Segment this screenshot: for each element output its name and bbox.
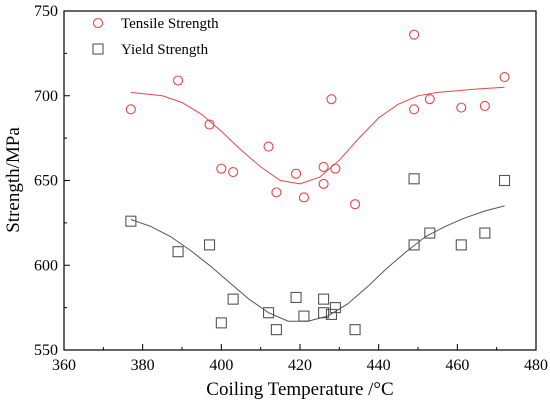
yield-point <box>318 307 330 319</box>
yield-point <box>298 310 310 322</box>
x-tick-label: 440 <box>367 357 391 374</box>
tensile-point <box>479 100 490 111</box>
tensile-point <box>326 94 337 105</box>
tensile-point <box>204 119 215 130</box>
x-tick-label: 480 <box>524 357 548 374</box>
yield-point <box>227 293 239 305</box>
yield-point <box>329 302 341 314</box>
data-points <box>125 29 511 336</box>
x-axis-title: Coiling Temperature /°C <box>206 379 393 400</box>
yield-point <box>125 215 137 227</box>
x-tick-label: 420 <box>288 357 312 374</box>
y-axis-title: Strength/MPa <box>3 127 24 233</box>
tensile-point <box>330 163 341 174</box>
legend: Tensile Strength Yield Strength <box>92 16 219 58</box>
yield-point <box>408 173 420 185</box>
tensile-point <box>350 199 361 210</box>
yield-point <box>318 293 330 305</box>
fit-curve-2 <box>130 205 505 322</box>
y-tick-label: 600 <box>34 257 58 274</box>
tensile-point <box>173 75 184 86</box>
tensile-point <box>499 72 510 83</box>
y-tick-label: 700 <box>34 88 58 105</box>
tensile-point <box>271 187 282 198</box>
tensile-point <box>318 161 329 172</box>
yield-point <box>455 239 467 251</box>
tensile-point <box>263 141 274 152</box>
tensile-point <box>228 166 239 178</box>
y-tick-label: 750 <box>34 3 58 20</box>
x-tick-label: 380 <box>131 357 155 374</box>
y-tick-label: 650 <box>34 173 58 190</box>
x-tick-label: 460 <box>445 357 469 374</box>
yield-point <box>215 317 227 329</box>
yield-point <box>408 239 420 251</box>
yield-point <box>270 324 282 336</box>
fit-curves <box>130 86 505 322</box>
yield-point <box>349 324 361 336</box>
tensile-point <box>216 163 227 174</box>
yield-point <box>325 308 338 320</box>
tensile-point <box>424 94 435 105</box>
fit-curve-1 <box>130 86 505 185</box>
yield-point <box>498 174 511 187</box>
x-tick-label: 360 <box>52 357 76 374</box>
tensile-point <box>409 104 420 115</box>
yield-point <box>479 227 491 239</box>
legend-label: Yield Strength <box>121 42 209 58</box>
axis-ticks: 360 380 400 420 440 460 480 550 600 650 700 750 <box>34 3 548 374</box>
tensile-point <box>125 104 136 115</box>
tensile-point <box>456 102 467 113</box>
tensile-point <box>298 192 309 203</box>
tensile-point <box>291 168 302 179</box>
legend-marker-circle <box>92 17 104 29</box>
yield-point <box>424 227 436 239</box>
legend-label: Tensile Strength <box>121 16 219 32</box>
yield-point <box>262 307 275 319</box>
yield-point <box>203 239 216 251</box>
plot-frame <box>63 10 537 351</box>
tensile-point <box>318 178 329 189</box>
tensile-point <box>409 29 420 40</box>
yield-point <box>172 246 184 258</box>
yield-point <box>290 291 302 304</box>
y-tick-label: 550 <box>34 342 58 359</box>
x-tick-label: 400 <box>209 357 233 374</box>
legend-marker-square <box>92 43 104 55</box>
